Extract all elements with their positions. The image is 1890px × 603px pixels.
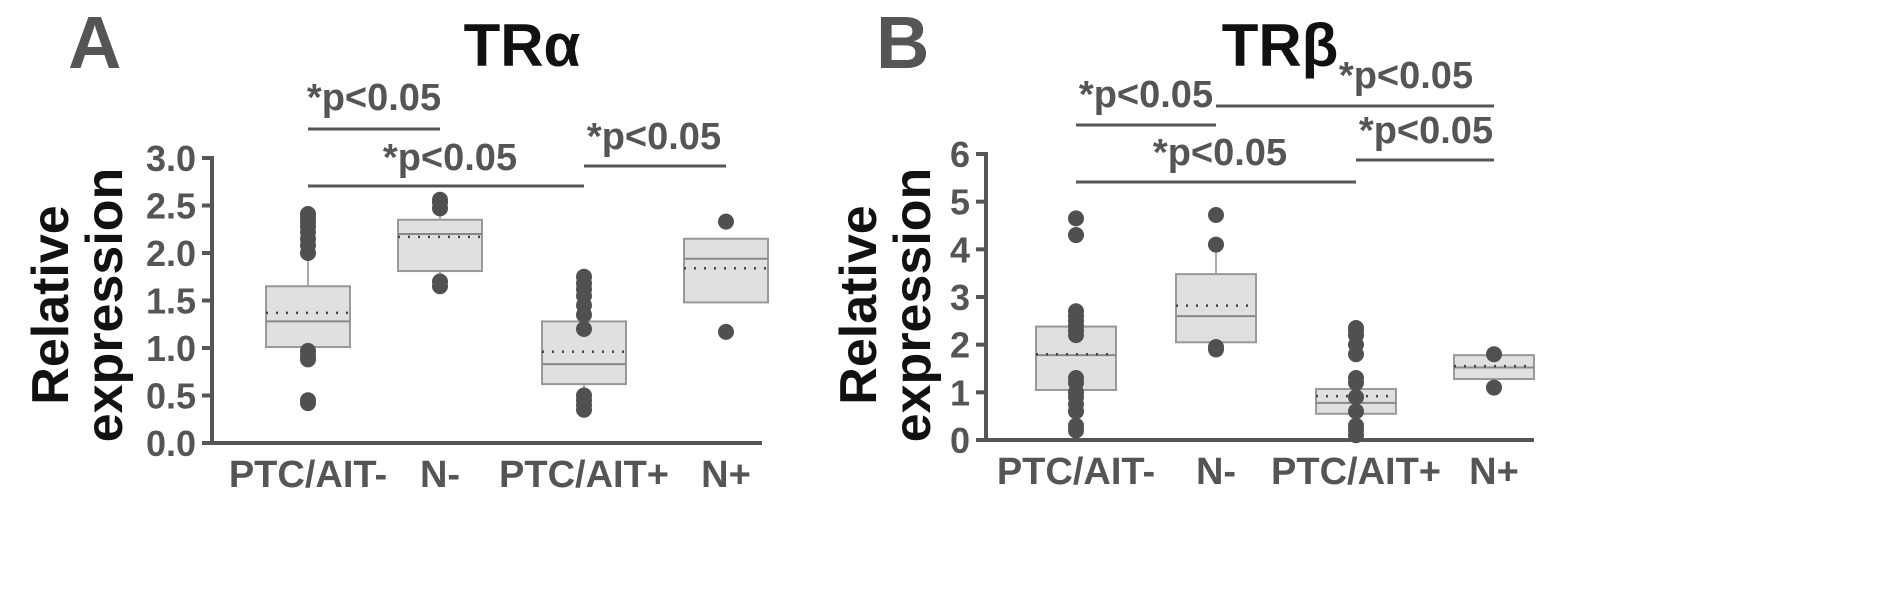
panel-a-plot-area [265,191,769,418]
panel-a-ylabel-line1: Relative [22,205,80,404]
box-group-n- [1453,346,1535,396]
y-tick-label: 0 [950,420,970,461]
box-group-ptc-ait- [541,268,627,418]
y-tick-label: 3 [950,277,970,318]
panel-a-ylabel-line2: expression [76,168,134,443]
box-group-ptc-ait- [1315,319,1397,444]
outlier-point [1348,403,1364,420]
outlier-point [1068,227,1084,244]
outlier-point [1208,339,1224,356]
y-tick-label: 2.0 [146,233,196,274]
outlier-point [1208,236,1224,253]
outlier-point [1348,417,1364,434]
outlier-point [1348,389,1364,406]
y-tick-label: 1.0 [146,328,196,369]
box [1175,273,1257,344]
outlier-point [1348,319,1364,336]
outlier-point [1068,417,1084,434]
y-tick-label: 5 [950,182,970,223]
x-category-label: PTC/AIT+ [1271,451,1441,493]
outlier-point [432,191,448,208]
panel-b-title: TRβ [1222,12,1339,79]
y-tick-label: 0.0 [146,423,196,464]
box [397,218,483,273]
outlier-point [1486,379,1502,396]
box-group-n- [1175,207,1257,358]
panel-a-x-axis: PTC/AIT- N- PTC/AIT+ N+ [212,441,762,496]
panel-a-letter: A [68,1,121,84]
x-category-label: PTC/AIT- [229,454,387,496]
panel-b-y-axis: 0 1 2 3 4 5 6 [950,134,988,461]
panel-b-ylabel-line1: Relative [830,205,888,404]
panel-b-plot-area [1035,207,1535,444]
panel-a-significance: *p<0.05 *p<0.05 *p<0.05 [307,77,726,188]
x-category-label: N+ [1469,451,1519,493]
box-group-ptc-ait- [265,206,351,412]
outlier-point [718,213,734,230]
significance-label: *p<0.05 [1339,55,1473,97]
y-tick-label: 2.5 [146,186,196,227]
y-tick-label: 6 [950,134,970,175]
x-category-label: N- [420,454,460,496]
y-tick-label: 0.5 [146,376,196,417]
panel-b-x-axis: PTC/AIT- N- PTC/AIT+ N+ [986,438,1534,493]
y-tick-label: 4 [950,229,970,270]
significance-label: *p<0.05 [307,77,441,119]
outlier-point [432,273,448,290]
outlier-point [1486,346,1502,363]
panel-b-letter: B [876,1,929,84]
outlier-point [576,387,592,404]
outlier-point [718,323,734,340]
outlier-point [300,342,316,359]
x-category-label: PTC/AIT- [997,451,1155,493]
outlier-point [1068,210,1084,227]
outlier-point [1208,207,1224,224]
y-tick-label: 3.0 [146,138,196,179]
significance-label: *p<0.05 [383,137,517,179]
significance-label: *p<0.05 [1153,132,1287,174]
panel-a: A TRα Relative expression 0.0 0.5 1.0 1.5 2.… [22,1,769,496]
x-category-label: N- [1196,451,1236,493]
significance-label: *p<0.05 [587,116,721,158]
panel-b-significance: *p<0.05 *p<0.05 *p<0.05 *p<0.05 [1076,55,1494,184]
box [265,285,351,349]
y-tick-label: 1.5 [146,281,196,322]
box-group-n- [683,213,769,340]
panel-b: B TRβ Relative expression 0 1 2 3 4 5 6 PTC/AI… [830,1,1535,493]
box [683,237,769,304]
outlier-point [1068,370,1084,387]
box-group-n- [397,191,483,295]
outlier-point [300,206,316,223]
y-tick-label: 2 [950,325,970,366]
significance-label: *p<0.05 [1359,110,1493,152]
panel-b-ylabel-line2: expression [884,168,942,443]
box-group-ptc-ait- [1035,210,1117,439]
x-category-label: N+ [701,454,751,496]
outlier-point [300,392,316,409]
outlier-point [576,321,592,337]
outlier-point [1348,370,1364,387]
significance-label: *p<0.05 [1079,74,1213,116]
panel-a-title: TRα [464,12,581,79]
x-category-label: PTC/AIT+ [499,454,669,496]
outlier-point [576,268,592,285]
panel-a-y-axis: 0.0 0.5 1.0 1.5 2.0 2.5 3.0 [146,138,214,464]
y-tick-label: 1 [950,372,970,413]
outlier-point [1068,303,1084,320]
